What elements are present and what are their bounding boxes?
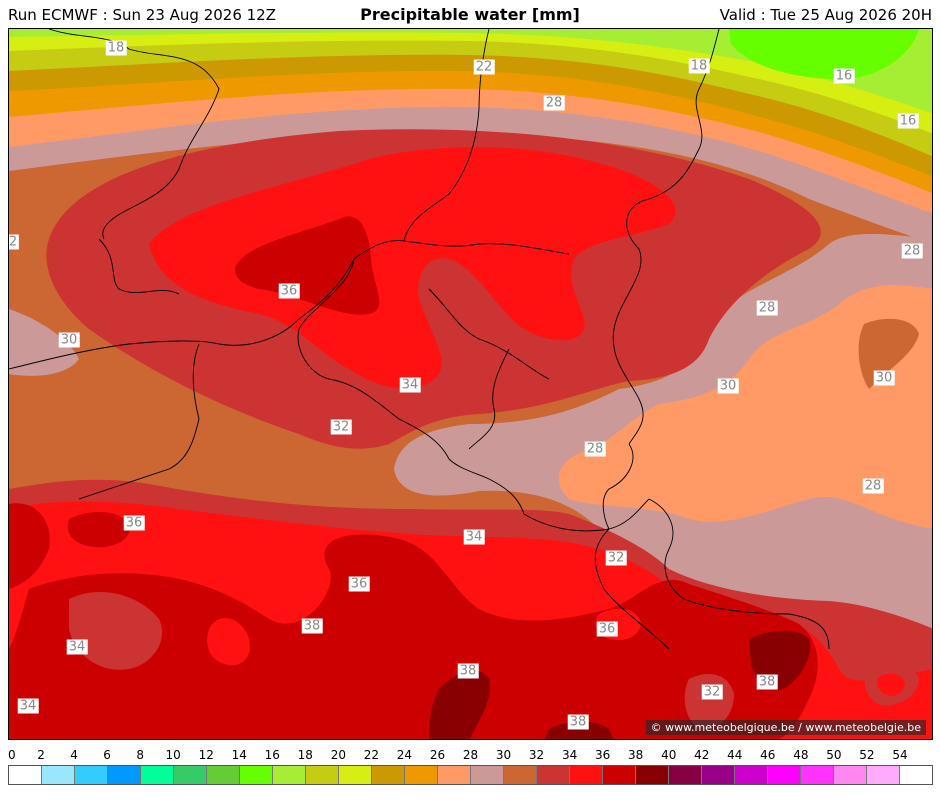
contour-label: 18	[105, 40, 127, 56]
contour-label: 36	[123, 515, 145, 531]
contour-label: 28	[543, 95, 565, 111]
colorscale-swatch	[174, 766, 207, 784]
contour-label: 2	[8, 234, 20, 250]
colorscale-swatch	[405, 766, 438, 784]
colorscale-swatch	[42, 766, 75, 784]
contour-label: 18	[688, 58, 710, 74]
valid-time: Valid : Tue 25 Aug 2026 20H	[719, 6, 932, 24]
colorscale-swatch	[801, 766, 834, 784]
colorscale-tick: 10	[165, 748, 181, 762]
colorscale-tick: 30	[495, 748, 512, 762]
colorscale-tick: 34	[561, 748, 578, 762]
colorscale-tick: 14	[231, 748, 247, 762]
colorscale-tick: 54	[892, 748, 908, 762]
colorscale-swatch	[273, 766, 306, 784]
colorscale-tick: 12	[198, 748, 214, 762]
contour-label: 16	[897, 113, 919, 129]
colorscale-swatch	[900, 766, 932, 784]
colorscale-tick: 18	[297, 748, 313, 762]
colorscale-swatch	[438, 766, 471, 784]
colorscale-swatch	[834, 766, 867, 784]
colorscale-swatch	[603, 766, 636, 784]
contour-label: 34	[17, 698, 39, 714]
colorscale-tick: 20	[330, 748, 346, 762]
colorscale-tick: 8	[136, 748, 144, 762]
colorscale-tick: 28	[462, 748, 479, 762]
colorscale-tick: 36	[595, 748, 611, 762]
contour-label: 22	[473, 59, 495, 75]
colorscale-swatch	[306, 766, 339, 784]
contour-label: 34	[463, 529, 485, 545]
colorscale-swatch	[9, 766, 42, 784]
colorscale-swatch	[141, 766, 174, 784]
colorscale-tick: 0	[8, 748, 16, 762]
contour-label: 34	[66, 639, 88, 655]
colorscale-tick: 26	[429, 748, 446, 762]
colorscale-swatch	[372, 766, 405, 784]
colorscale-tick: 38	[628, 748, 644, 762]
contour-label: 30	[717, 378, 739, 394]
contour-label: 38	[301, 618, 323, 634]
colorscale-swatch	[867, 766, 900, 784]
colorscale-swatch	[75, 766, 108, 784]
contour-label: 38	[567, 714, 589, 730]
colorscale-tick: 48	[793, 748, 809, 762]
colorscale-tick: 44	[727, 748, 743, 762]
contour-label: 38	[756, 674, 778, 690]
colorscale-swatch	[735, 766, 768, 784]
colorscale-bar	[8, 765, 933, 785]
colorscale-tick: 50	[826, 748, 842, 762]
contour-label: 32	[605, 550, 627, 566]
contour-label: 36	[348, 576, 370, 592]
copyright-credit: © www.meteobelgique.be / www.meteobelgie…	[645, 720, 926, 735]
contour-label: 30	[873, 370, 895, 386]
colorscale-tick: 32	[528, 748, 545, 762]
contour-label: 38	[457, 663, 479, 679]
contour-label: 28	[584, 441, 606, 457]
colorscale-tick: 4	[70, 748, 78, 762]
colorscale-tick: 16	[264, 748, 280, 762]
map-field	[9, 29, 932, 739]
contour-label: 16	[833, 68, 855, 84]
colorscale-swatch	[537, 766, 570, 784]
colorscale-tick: 6	[103, 748, 111, 762]
colorscale-swatch	[636, 766, 669, 784]
colorscale-tick: 40	[661, 748, 677, 762]
colorscale-swatch	[768, 766, 801, 784]
colorscale-swatch	[339, 766, 372, 784]
run-info: Run ECMWF : Sun 23 Aug 2026 12Z	[8, 6, 276, 24]
colorscale-tick: 24	[396, 748, 413, 762]
contour-label: 36	[596, 621, 618, 637]
colorscale-swatch	[471, 766, 504, 784]
colorscale-swatch	[504, 766, 537, 784]
contour-label: 34	[399, 377, 421, 393]
colorscale-swatch	[570, 766, 603, 784]
precipitable-water-map[interactable]: 18 22 18 16 16 28 28 28 30 30 30 36 34 32 28 28 36 34 32 36…	[8, 28, 933, 740]
contour-label: 32	[701, 684, 723, 700]
colorscale-swatch	[669, 766, 702, 784]
contour-label: 28	[756, 300, 778, 316]
colorscale-tick: 42	[694, 748, 710, 762]
contour-label: 28	[901, 243, 923, 259]
colorscale-swatch	[207, 766, 240, 784]
contour-label: 30	[58, 332, 80, 348]
colorscale-tick: 2	[37, 748, 45, 762]
colorscale-swatch	[108, 766, 141, 784]
contour-label: 32	[330, 419, 352, 435]
contour-label: 36	[278, 283, 300, 299]
contour-label: 28	[862, 478, 884, 494]
colorscale-tick: 22	[363, 748, 380, 762]
colorscale-ticks: 0 2 4 6 8 10 12 14 16 18 20 22 24 26 28 30 32 34 36 38 40 42 4…	[8, 748, 933, 764]
colorscale-swatch	[702, 766, 735, 784]
colorscale-tick: 46	[760, 748, 776, 762]
colorscale-swatch	[240, 766, 273, 784]
colorscale-tick: 52	[859, 748, 875, 762]
